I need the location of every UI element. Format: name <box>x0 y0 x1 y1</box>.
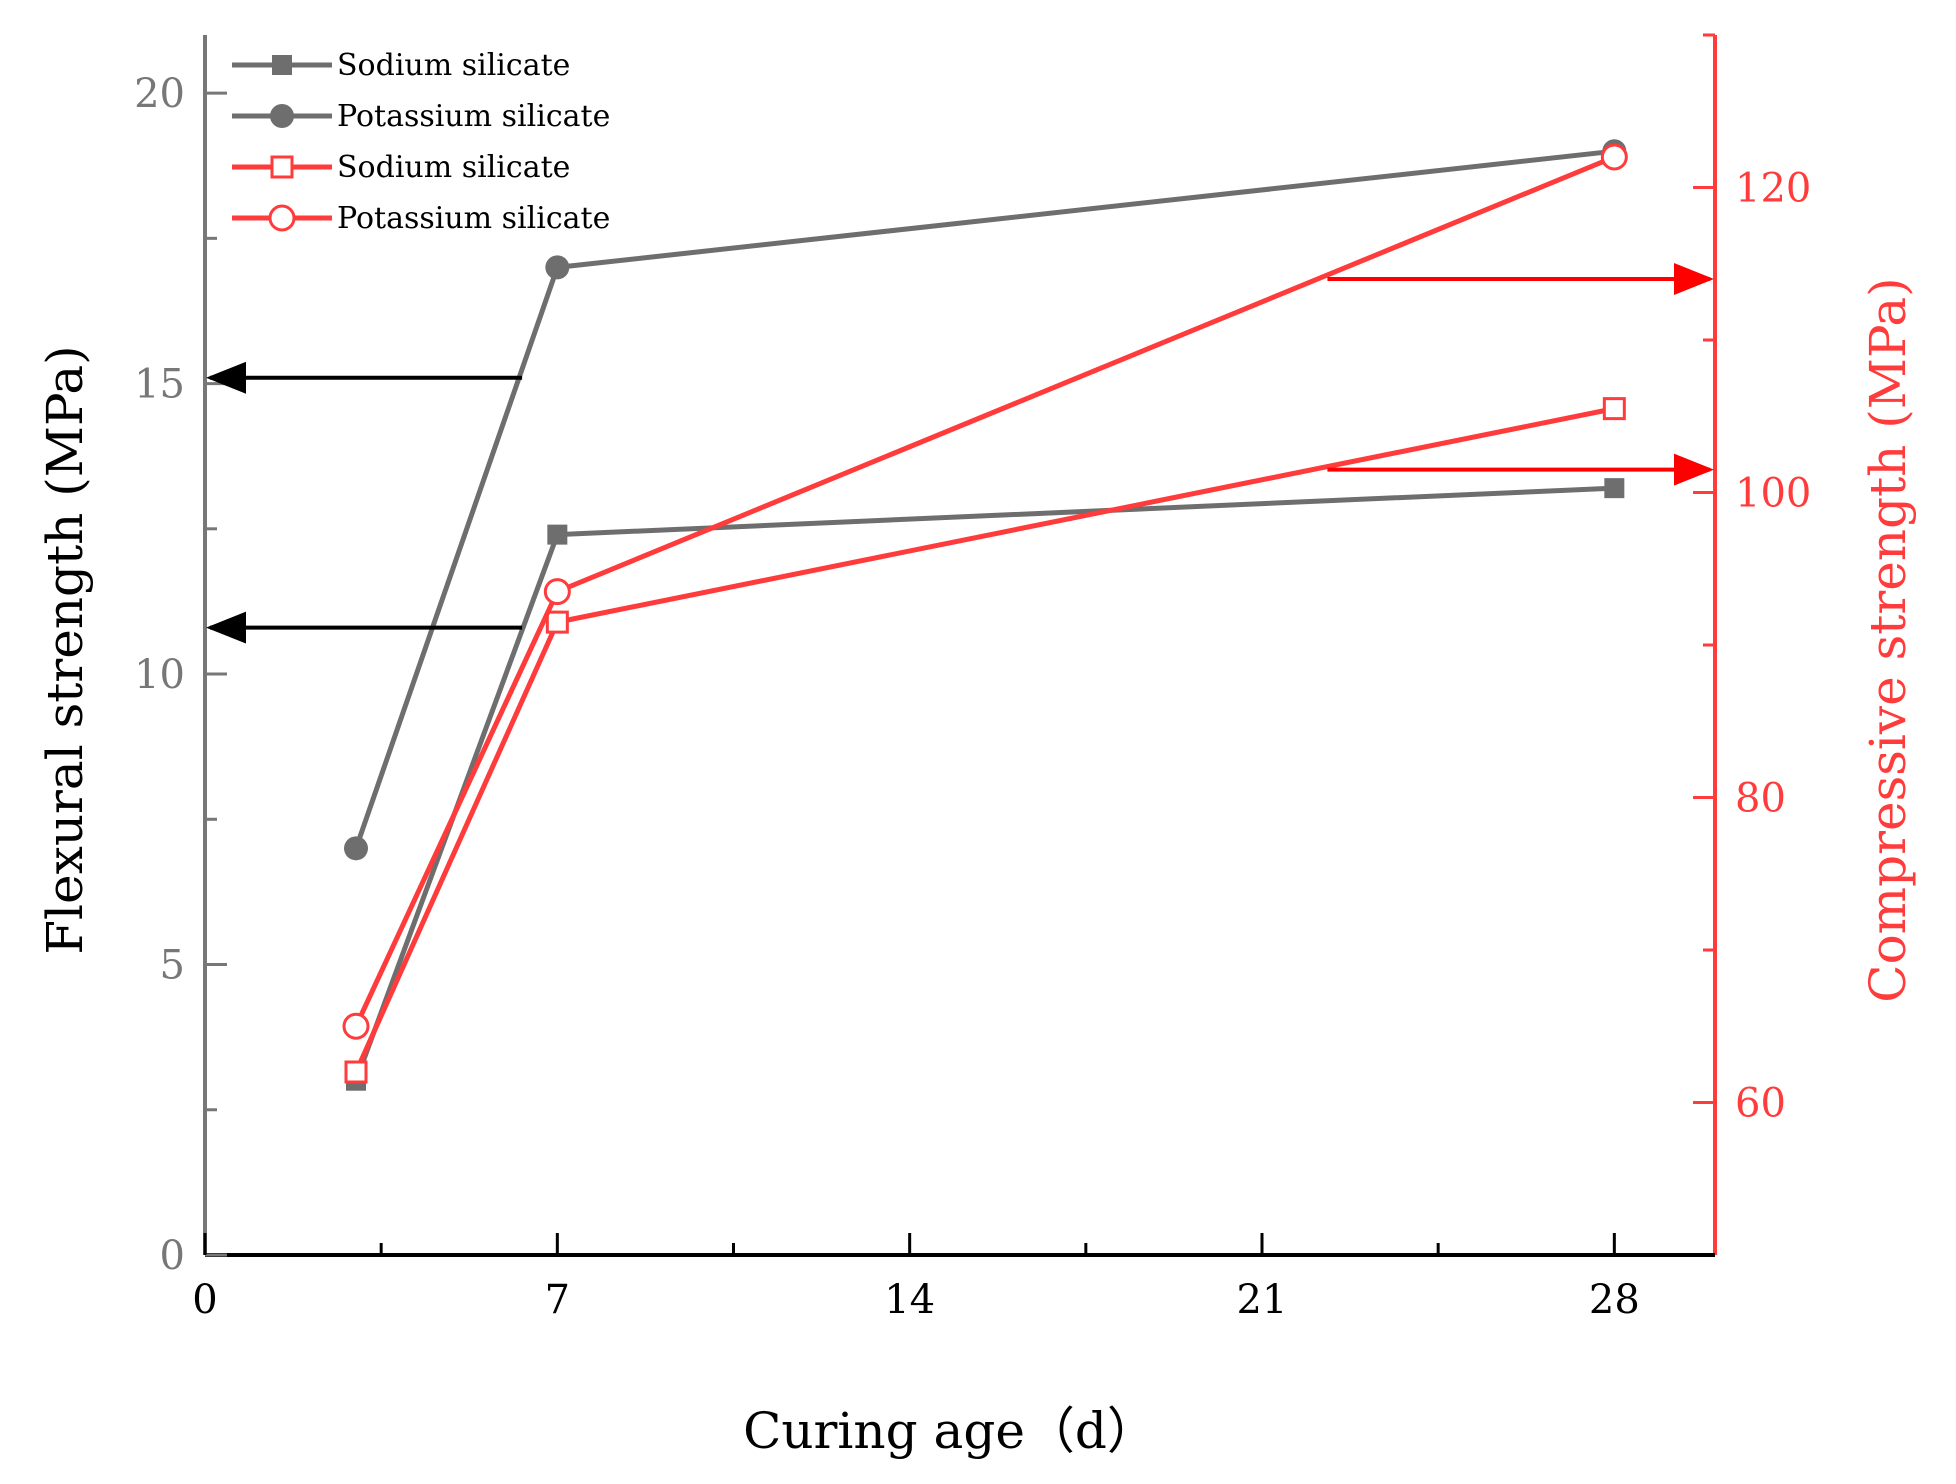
series-line <box>353 406 1615 1074</box>
series-line <box>353 485 1615 1082</box>
y-axis-right-title: Compressive strength (MPa) <box>1859 277 1917 1002</box>
y-right-tick-label: 120 <box>1735 166 1811 212</box>
y-left-tick-label: 5 <box>160 943 185 989</box>
series-line <box>353 148 1615 850</box>
data-point <box>1604 478 1625 499</box>
x-tick-label: 0 <box>192 1277 217 1323</box>
x-axis-title: Curing age（d） <box>743 1402 1157 1460</box>
y-axis-left-title: Flexural strength (MPa) <box>36 345 94 954</box>
data-point <box>1600 143 1628 171</box>
data-point <box>344 836 368 861</box>
legend-item: Potassium silicate <box>232 99 610 134</box>
x-tick-label: 7 <box>545 1277 570 1323</box>
x-tick-label: 21 <box>1237 1277 1288 1323</box>
data-point <box>543 578 571 606</box>
legend-marker <box>268 204 296 232</box>
data-point <box>342 1012 370 1040</box>
y-left-tick-label: 10 <box>134 652 185 698</box>
y-left-tick-label: 0 <box>160 1233 185 1279</box>
y-right-tick-label: 60 <box>1735 1081 1786 1127</box>
y-right-tick-label: 80 <box>1735 776 1786 822</box>
legend-marker <box>270 155 294 179</box>
legend-marker <box>272 55 292 75</box>
data-point <box>1602 397 1626 421</box>
series-3 <box>342 143 1628 1040</box>
x-tick-label: 14 <box>884 1277 935 1323</box>
legend-label: Potassium silicate <box>337 201 610 236</box>
legend-label: Potassium silicate <box>337 99 610 134</box>
legend-item: Potassium silicate <box>232 201 610 236</box>
legend: Sodium silicate Potassium silicate Sodium … <box>232 48 610 236</box>
plot-area: 0 5 10 15 20 60 80 100 120 0 7 14 21 28 <box>134 33 1811 1323</box>
y-left-tick-label: 15 <box>134 362 185 408</box>
data-point <box>344 1060 368 1084</box>
y-left-tick-label: 20 <box>134 71 185 117</box>
series-0 <box>346 478 1625 1091</box>
legend-label: Sodium silicate <box>337 48 570 83</box>
series-2 <box>344 397 1626 1084</box>
data-point <box>545 610 569 634</box>
y-right-tick-label: 100 <box>1735 471 1811 517</box>
series-1 <box>344 139 1627 861</box>
legend-item: Sodium silicate <box>232 48 570 83</box>
x-tick-label: 28 <box>1589 1277 1640 1323</box>
legend-marker <box>270 104 294 128</box>
legend-label: Sodium silicate <box>337 150 570 185</box>
data-point <box>545 255 570 280</box>
legend-item: Sodium silicate <box>232 150 570 185</box>
data-point <box>547 524 568 545</box>
